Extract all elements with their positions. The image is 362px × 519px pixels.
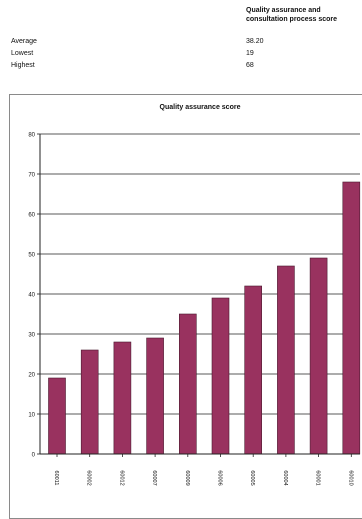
x-tick-label: 60012 [118,470,124,485]
y-tick-label: 10 [28,413,35,419]
chart-title: Quality assurance score [160,104,241,111]
bar [277,265,295,455]
bar [113,341,132,455]
bar [244,285,262,455]
x-tick-label: 60009 [184,470,190,485]
bars [48,181,361,455]
bar [179,313,197,455]
bar [146,337,164,455]
y-tick-label: 30 [28,333,35,339]
bar [80,349,99,455]
x-tick-label: 60006 [217,470,223,485]
stat-value-lowest: 19 [246,50,254,57]
x-tick-label: 60011 [53,471,59,486]
bar [48,377,66,455]
x-tick-label: 60002 [86,470,92,485]
y-tick-label: 50 [28,253,35,259]
stat-value-highest: 68 [246,62,254,69]
y-tick-label: 80 [28,133,35,139]
x-tick-label: 60001 [315,470,321,485]
x-tick-label: 60005 [249,470,255,485]
x-tick-label: 60007 [151,470,157,485]
stat-label-lowest: Lowest [11,50,34,57]
y-tick-label: 60 [28,213,35,219]
x-tick-label: 60004 [282,470,288,485]
y-tick-label: 40 [28,293,35,299]
bar [211,297,230,455]
y-tick-label: 20 [28,373,35,379]
x-tick-label: 60010 [347,470,353,485]
y-tick-label: 70 [28,173,35,179]
bar [309,257,328,455]
summary-header: Quality assurance and consultation proce… [246,7,338,23]
bar [342,181,361,455]
stat-label-highest: Highest [11,62,35,69]
stat-label-average: Average [11,38,37,45]
axes: 0 10 20 30 40 50 60 70 80 60011 60002 60012 60007 600… [28,133,360,486]
y-tick-label: 0 [32,453,36,459]
gridlines [40,133,360,415]
stat-value-average: 38.20 [246,38,264,45]
